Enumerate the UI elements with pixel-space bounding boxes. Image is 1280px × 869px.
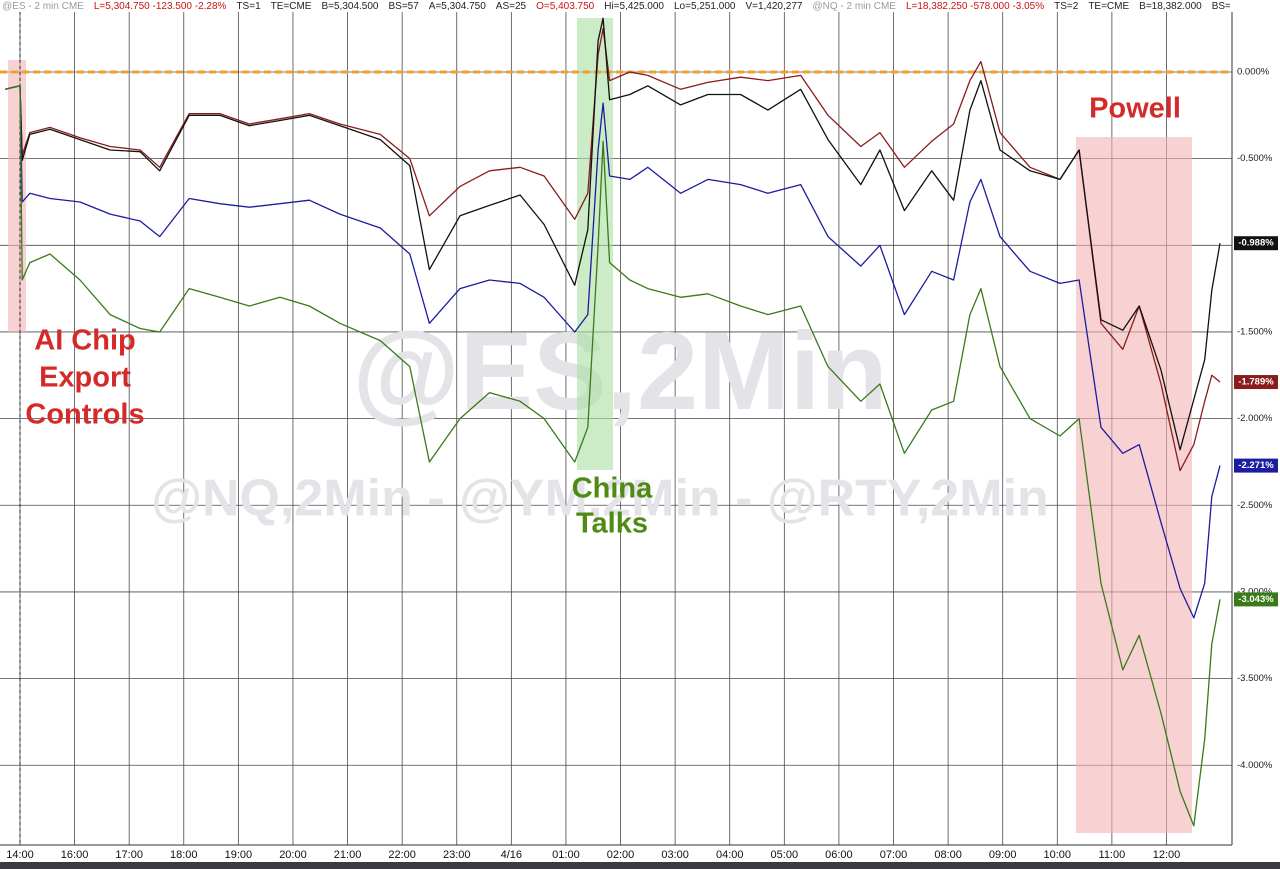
header-field: A=5,304.750 xyxy=(428,1,486,12)
x-tick-label: 03:00 xyxy=(661,849,689,861)
x-tick-label: 02:00 xyxy=(607,849,635,861)
x-tick-label: 05:00 xyxy=(771,849,799,861)
x-tick-label: 22:00 xyxy=(388,849,416,861)
y-tick-label: -0.500% xyxy=(1237,153,1273,164)
header-field: V=1,420,277 xyxy=(745,1,803,12)
annotation: Export xyxy=(39,362,131,394)
lines xyxy=(0,17,1232,827)
x-tick-label: 21:00 xyxy=(334,849,362,861)
annotation: AI Chip xyxy=(34,325,136,357)
header-field: TE=CME xyxy=(270,1,312,12)
annotation: Controls xyxy=(25,399,144,431)
annotation: Talks xyxy=(576,508,648,540)
header-field: B=5,304.500 xyxy=(321,1,379,12)
last-value-label: -2.271% xyxy=(1238,460,1274,471)
x-tick-label: 01:00 xyxy=(552,849,580,861)
header-field: L=5,304.750 -123.500 -2.28% xyxy=(93,1,227,12)
header-field: TE=CME xyxy=(1088,1,1130,12)
last-value-box xyxy=(1234,592,1278,607)
x-tick-label: 08:00 xyxy=(934,849,962,861)
x-tick-label: 19:00 xyxy=(225,849,253,861)
header-field: AS=25 xyxy=(495,1,527,12)
header-field: TS=2 xyxy=(1054,1,1079,12)
y-tick-label: -1.500% xyxy=(1237,326,1273,337)
last-value-box xyxy=(1234,375,1278,390)
x-tick-label: 4/16 xyxy=(501,849,522,861)
series-line xyxy=(5,85,1221,827)
last-value-label: -3.043% xyxy=(1238,594,1274,605)
header-field: @NQ - 2 min CME xyxy=(812,1,896,12)
last-value-box xyxy=(1234,458,1278,473)
x-tick-label: 23:00 xyxy=(443,849,471,861)
x-tick-label: 18:00 xyxy=(170,849,198,861)
x-tick-label: 11:00 xyxy=(1099,849,1126,861)
scrollbar xyxy=(0,862,1280,869)
y-tick-label: 0.000% xyxy=(1237,66,1270,77)
last-value-label: -1.789% xyxy=(1238,377,1274,388)
header-field: BS=2 xyxy=(1211,1,1230,12)
y-tick-label: -3.500% xyxy=(1237,673,1273,684)
annotation: Powell xyxy=(1089,93,1181,125)
x-tick-label: 04:00 xyxy=(716,849,744,861)
header-field: O=5,403.750 xyxy=(536,1,595,12)
x-tick-label: 07:00 xyxy=(880,849,908,861)
watermarks: @ES,2Min @NQ,2Min - @YM,2Min - @RTY,2Min xyxy=(151,310,1048,528)
last-value-label: -0.988% xyxy=(1238,238,1274,249)
y-tick-label: -2.000% xyxy=(1237,413,1273,424)
x-tick-label: 20:00 xyxy=(279,849,307,861)
watermark: @ES,2Min xyxy=(352,310,887,433)
x-tick-label: 14:00 xyxy=(6,849,34,861)
series-line xyxy=(5,85,1221,619)
highlight-region xyxy=(8,60,26,332)
last-value-box xyxy=(1234,236,1278,251)
header-bar: @ES - 2 min CME L=5,304.750 -123.500 -2.2… xyxy=(2,1,1230,15)
header-field: @ES - 2 min CME xyxy=(2,1,84,12)
x-tick-label: 09:00 xyxy=(989,849,1017,861)
y-tick-label: -3.000% xyxy=(1237,586,1273,597)
watermark: @NQ,2Min - @YM,2Min - @RTY,2Min xyxy=(151,470,1048,528)
x-tick-label: 16:00 xyxy=(61,849,89,861)
header-field: TS=1 xyxy=(236,1,261,12)
x-tick-label: 06:00 xyxy=(825,849,853,861)
series-line xyxy=(5,17,1221,451)
x-tick-label: 10:00 xyxy=(1044,849,1072,861)
x-tick-label: 12:00 xyxy=(1153,849,1181,861)
header-field: B=18,382.000 xyxy=(1139,1,1202,12)
y-tick-label: -2.500% xyxy=(1237,500,1273,511)
x-tick-label: 17:00 xyxy=(115,849,143,861)
annotation: China xyxy=(572,473,653,505)
header-field: Lo=5,251.000 xyxy=(674,1,736,12)
highlight-region xyxy=(1076,137,1192,833)
header-field: L=18,382.250 -578.000 -3.05% xyxy=(905,1,1045,12)
y-tick-label: -4.000% xyxy=(1237,760,1273,771)
header-field: Hi=5,425.000 xyxy=(604,1,664,12)
header-field: BS=57 xyxy=(388,1,419,12)
